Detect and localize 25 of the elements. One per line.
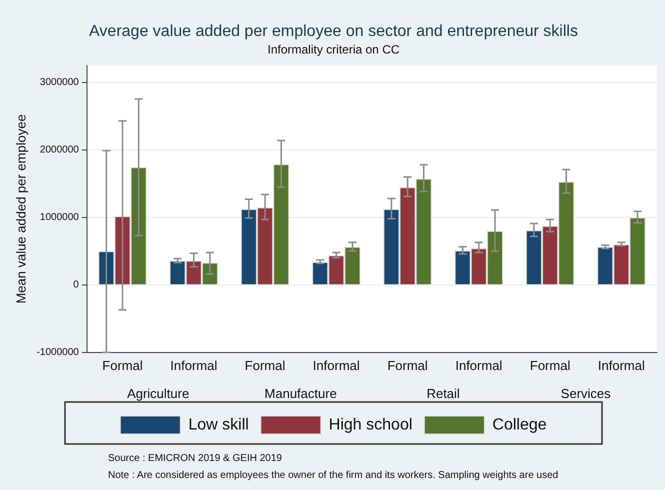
text: Note : Are considered as employees the owner of the firm and its workers. Sampling weights are used [108,469,558,483]
chart-subtitle: Informality criteria on CC [267,42,400,57]
legend-label: Low skill [188,416,249,434]
x-tick-label: Formal [387,358,428,373]
x-tick-label: Informal [455,358,502,373]
legend-label: College [492,416,547,434]
chart-title: Average value added per employee on sector and entrepreneur skills [89,23,578,40]
x-tick-label: Formal [102,358,143,373]
text: Manufacture [264,386,337,402]
x-tick-label: Informal [312,358,360,373]
y-axis-title: Mean value added per employee [13,114,28,304]
y-tick-label: 1000000 [40,212,80,224]
x-tick-label: Informal [598,358,645,373]
y-tick-label: -1000000 [36,347,80,358]
x-tick-label: Formal [244,358,286,373]
y-tick-label: 0 [73,280,80,291]
text: Services [560,386,612,402]
y-tick-label: 3000000 [40,77,80,88]
y-tick-label: 2000000 [40,144,80,156]
legend-label: High school [328,416,412,434]
text: Agriculture [127,386,190,402]
text: Retail [426,386,460,402]
x-tick-label: Informal [170,358,218,373]
source-note: Source : EMICRON 2019 & GEIH 2019 [108,452,283,466]
x-tick-label: Formal [530,358,570,373]
